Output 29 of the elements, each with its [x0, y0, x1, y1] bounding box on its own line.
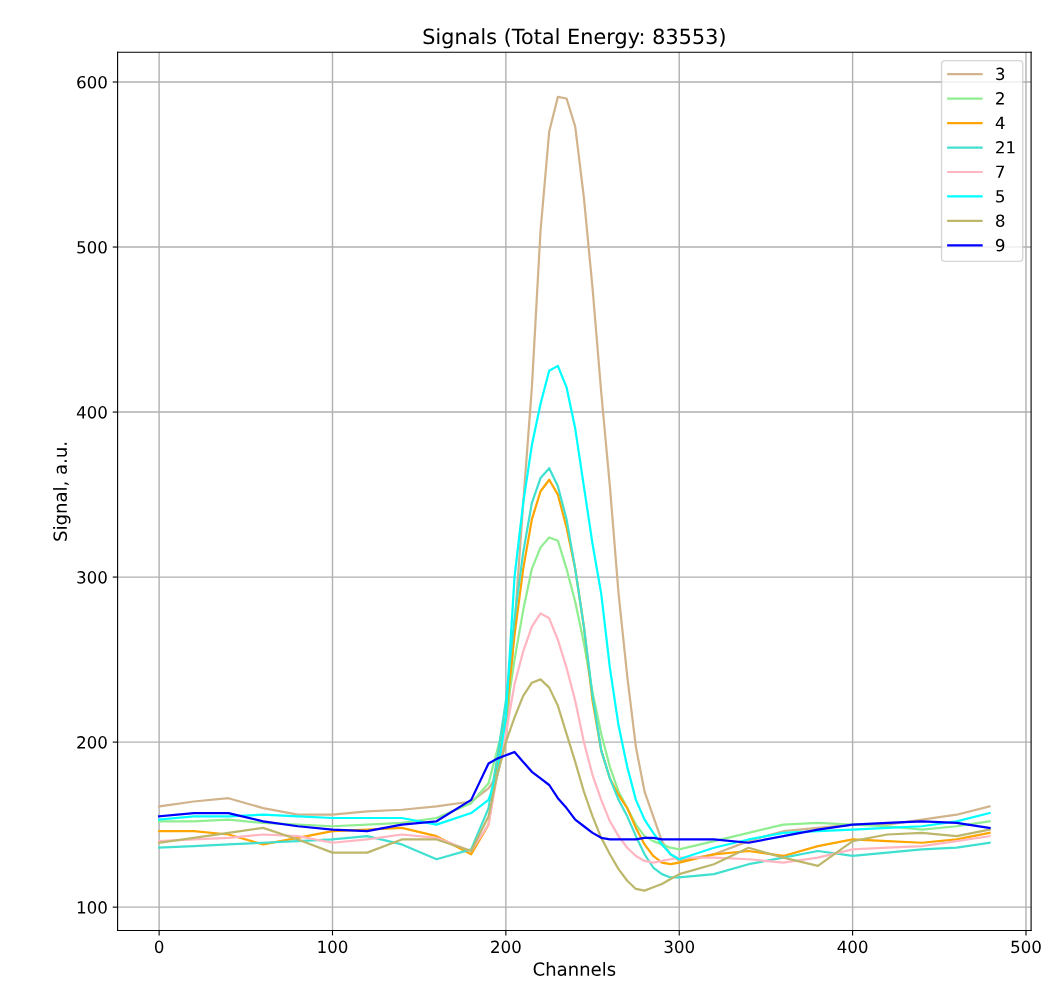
y-tick-label: 500	[77, 241, 107, 254]
y-tick-label: 100	[77, 901, 107, 914]
x-axis-title: Channels	[533, 961, 616, 976]
legend-label: 7	[996, 165, 1005, 178]
line-series	[158, 95, 991, 863]
x-tick-label: 100	[318, 940, 348, 954]
y-tick-label: 300	[77, 571, 107, 584]
x-tick-label: 300	[664, 940, 695, 954]
legend-label: 3	[996, 67, 1005, 81]
x-tick-label: 200	[491, 940, 521, 954]
x-tick-label: 500	[1011, 940, 1041, 954]
y-tick-label: 200	[77, 736, 107, 749]
line-series	[158, 612, 991, 864]
legend-label: 9	[995, 238, 1005, 252]
legend-label: 21	[996, 141, 1015, 154]
legend-label: 5	[996, 190, 1005, 203]
x-tick-label: 400	[837, 940, 868, 954]
line-series	[158, 536, 991, 851]
line-series	[158, 750, 991, 844]
y-tick-label: 600	[77, 75, 107, 89]
y-axis-title: Signal, a.u.	[53, 442, 71, 541]
legend-label: 2	[996, 92, 1004, 105]
legend-label: 8	[996, 214, 1005, 227]
y-tick-label: 400	[76, 406, 107, 419]
chart-title: Signals (Total Energy: 83553)	[423, 28, 725, 49]
line-series	[158, 678, 991, 892]
line-series	[158, 364, 991, 861]
x-tick-label: 0	[154, 940, 164, 954]
legend-label: 4	[995, 116, 1005, 129]
